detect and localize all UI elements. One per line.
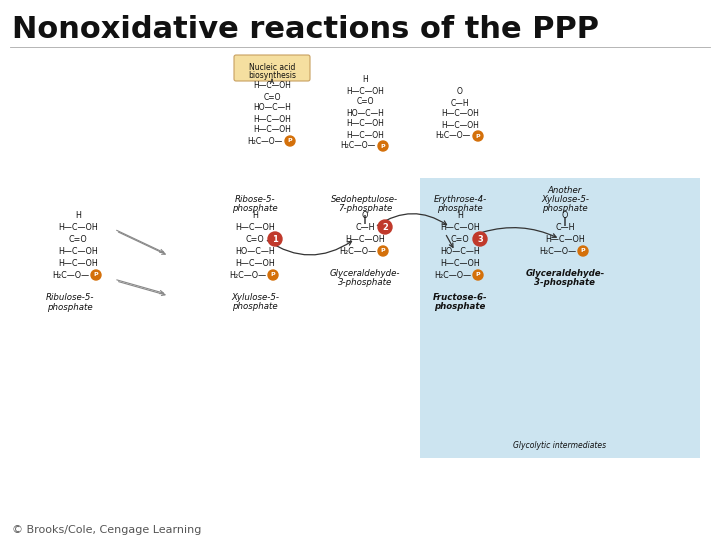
Text: P: P (381, 248, 385, 253)
Text: HO—C—H: HO—C—H (235, 246, 275, 255)
Text: phosphate: phosphate (434, 302, 486, 311)
Text: ‖: ‖ (363, 214, 367, 224)
Text: biosynthesis: biosynthesis (248, 71, 296, 80)
Text: H₂C—O—: H₂C—O— (339, 246, 377, 255)
Text: H—C—OH: H—C—OH (253, 82, 291, 91)
Text: H₂C—O—: H₂C—O— (436, 132, 471, 140)
Text: phosphate: phosphate (232, 204, 278, 213)
Text: Ribulose-5-: Ribulose-5- (46, 293, 94, 302)
Text: H—C—OH: H—C—OH (346, 86, 384, 96)
Text: © Brooks/Cole, Cengage Learning: © Brooks/Cole, Cengage Learning (12, 525, 202, 535)
Text: HO—C—H: HO—C—H (346, 109, 384, 118)
Text: P: P (288, 138, 292, 144)
Text: phosphate: phosphate (48, 303, 93, 312)
Text: Erythrose-4-: Erythrose-4- (433, 195, 487, 204)
Text: 1: 1 (272, 234, 278, 244)
Text: H: H (457, 211, 463, 219)
Text: Glyceraldehyde-: Glyceraldehyde- (330, 269, 400, 278)
Circle shape (285, 136, 295, 146)
Text: phosphate: phosphate (542, 204, 588, 213)
Text: Xylulose-5-: Xylulose-5- (541, 195, 589, 204)
Text: H₂C—O—: H₂C—O— (53, 271, 89, 280)
Text: Nucleic acid: Nucleic acid (249, 63, 295, 72)
Text: H—C—OH: H—C—OH (235, 259, 275, 267)
Text: H—C—OH: H—C—OH (253, 114, 291, 124)
Text: ‖: ‖ (563, 218, 567, 226)
Circle shape (91, 270, 101, 280)
Text: C=O: C=O (68, 234, 87, 244)
Text: H—C—OH: H—C—OH (58, 222, 98, 232)
Text: C=O: C=O (264, 92, 281, 102)
Text: P: P (271, 273, 275, 278)
Text: H—C—OH: H—C—OH (235, 222, 275, 232)
Text: H—C—OH: H—C—OH (440, 222, 480, 232)
Text: P: P (94, 273, 99, 278)
Text: Another: Another (548, 186, 582, 195)
Text: 2: 2 (382, 222, 388, 232)
Text: 3-phosphate: 3-phosphate (534, 278, 595, 287)
Text: H₂C—O—: H₂C—O— (230, 271, 266, 280)
Circle shape (378, 246, 388, 256)
FancyBboxPatch shape (234, 55, 310, 81)
Text: 3: 3 (477, 234, 483, 244)
Text: H—C—OH: H—C—OH (346, 131, 384, 139)
Text: HO—C—H: HO—C—H (440, 246, 480, 255)
Text: Glyceraldehyde-: Glyceraldehyde- (526, 269, 605, 278)
Text: P: P (476, 273, 480, 278)
Text: O: O (457, 87, 463, 97)
Circle shape (268, 232, 282, 246)
Circle shape (378, 220, 392, 234)
Circle shape (268, 270, 278, 280)
Text: H₂C—O—: H₂C—O— (248, 137, 283, 145)
Text: C—H: C—H (355, 222, 374, 232)
Text: C=O: C=O (451, 234, 469, 244)
Text: 3-phosphate: 3-phosphate (338, 278, 392, 287)
Circle shape (473, 270, 483, 280)
Text: Fructose-6-: Fructose-6- (433, 293, 487, 302)
Text: HO—C—H: HO—C—H (253, 104, 291, 112)
Text: H: H (75, 211, 81, 219)
Text: C=O: C=O (246, 234, 264, 244)
Text: Nonoxidative reactions of the PPP: Nonoxidative reactions of the PPP (12, 16, 599, 44)
Circle shape (378, 141, 388, 151)
Text: H₂C—O—: H₂C—O— (341, 141, 376, 151)
Text: C—H: C—H (451, 98, 469, 107)
Text: H—C—OH: H—C—OH (345, 234, 385, 244)
Circle shape (578, 246, 588, 256)
Text: Glycolytic intermediates: Glycolytic intermediates (513, 441, 606, 450)
Text: 7-phosphate: 7-phosphate (338, 204, 392, 213)
Circle shape (473, 131, 483, 141)
Text: H—C—OH: H—C—OH (545, 234, 585, 244)
Text: H—C—OH: H—C—OH (253, 125, 291, 134)
Text: P: P (381, 144, 385, 149)
Text: phosphate: phosphate (437, 204, 483, 213)
Text: H₂C—O—: H₂C—O— (539, 246, 577, 255)
Text: O: O (362, 211, 368, 219)
Text: phosphate: phosphate (232, 302, 278, 311)
Text: H—C—OH: H—C—OH (440, 259, 480, 267)
Text: H₂C—O—: H₂C—O— (434, 271, 472, 280)
Text: H: H (252, 211, 258, 219)
Text: C—H: C—H (555, 222, 575, 232)
Text: H—C—OH: H—C—OH (441, 120, 479, 130)
Text: O: O (562, 211, 568, 219)
Text: P: P (476, 133, 480, 138)
Text: Sedoheptulose-: Sedoheptulose- (331, 195, 399, 204)
Text: P: P (581, 248, 585, 253)
FancyBboxPatch shape (420, 178, 700, 458)
Text: H: H (362, 76, 368, 84)
Text: H—C—OH: H—C—OH (441, 110, 479, 118)
Text: Xylulose-5-: Xylulose-5- (231, 293, 279, 302)
Text: H—C—OH: H—C—OH (58, 259, 98, 267)
Text: C=O: C=O (356, 98, 374, 106)
Text: Ribose-5-: Ribose-5- (235, 195, 275, 204)
Text: H—C—OH: H—C—OH (346, 119, 384, 129)
Circle shape (473, 232, 487, 246)
Text: H—C—OH: H—C—OH (58, 246, 98, 255)
